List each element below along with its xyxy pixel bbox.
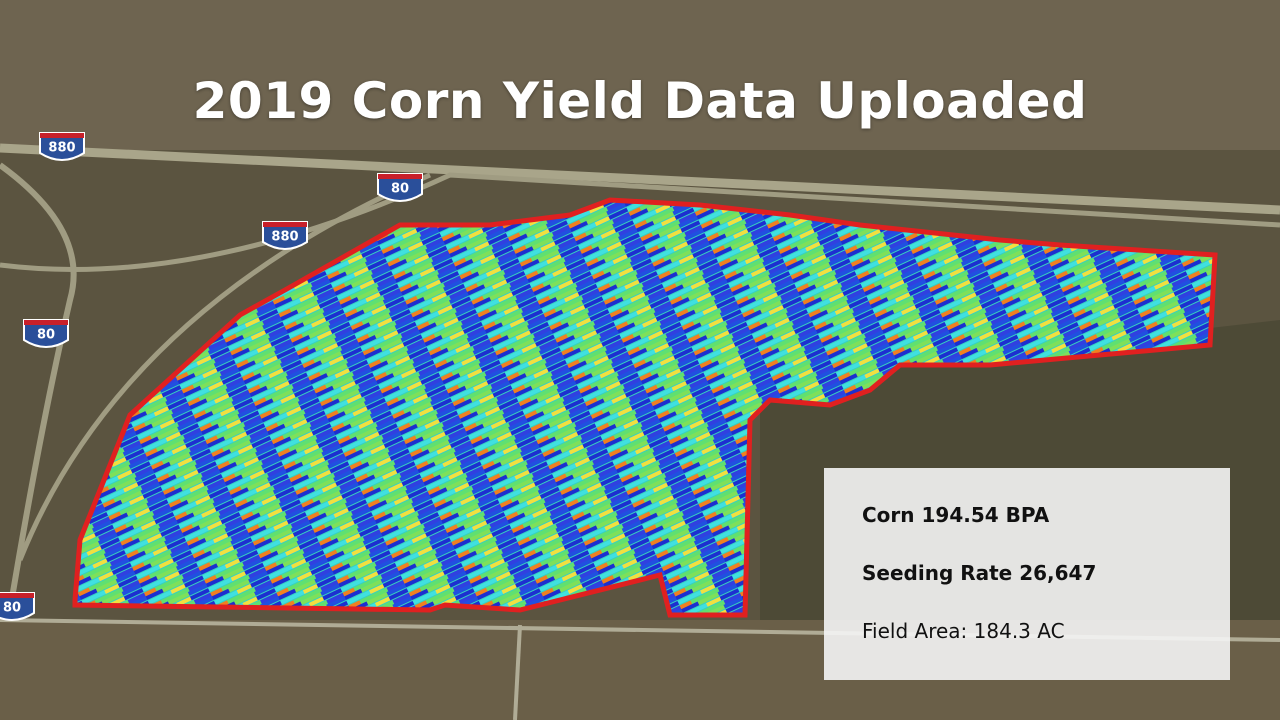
yield-overlay <box>72 197 1218 618</box>
shield <box>0 592 35 621</box>
shield-label: 80 <box>3 601 21 616</box>
shield <box>39 132 85 161</box>
shield-band <box>378 174 422 179</box>
shield-band <box>263 222 307 227</box>
shield <box>23 319 69 348</box>
highway <box>0 162 77 611</box>
shield-label: 880 <box>271 230 298 245</box>
shields: 880 80 880 80 80 <box>0 132 423 621</box>
shield-band <box>24 320 68 325</box>
fields-north <box>0 0 1280 150</box>
seeding-stat: Seeding Rate 26,647 <box>862 561 1097 585</box>
shield <box>262 221 308 250</box>
info-panel: Corn 194.54 BPA Seeding Rate 26,647 Fiel… <box>824 468 1230 680</box>
ramp <box>17 172 431 561</box>
interstate <box>0 143 1280 215</box>
shield <box>377 173 423 202</box>
shield-band <box>0 593 34 598</box>
area-stat: Field Area: 184.3 AC <box>862 619 1065 643</box>
shield-band <box>40 133 84 138</box>
shield-label: 880 <box>48 141 75 156</box>
shield-label: 80 <box>37 328 55 343</box>
yield-stat: Corn 194.54 BPA <box>862 503 1050 527</box>
title: 2019 Corn Yield Data Uploaded <box>192 72 1088 130</box>
road <box>513 624 522 720</box>
shield-label: 80 <box>391 182 409 197</box>
